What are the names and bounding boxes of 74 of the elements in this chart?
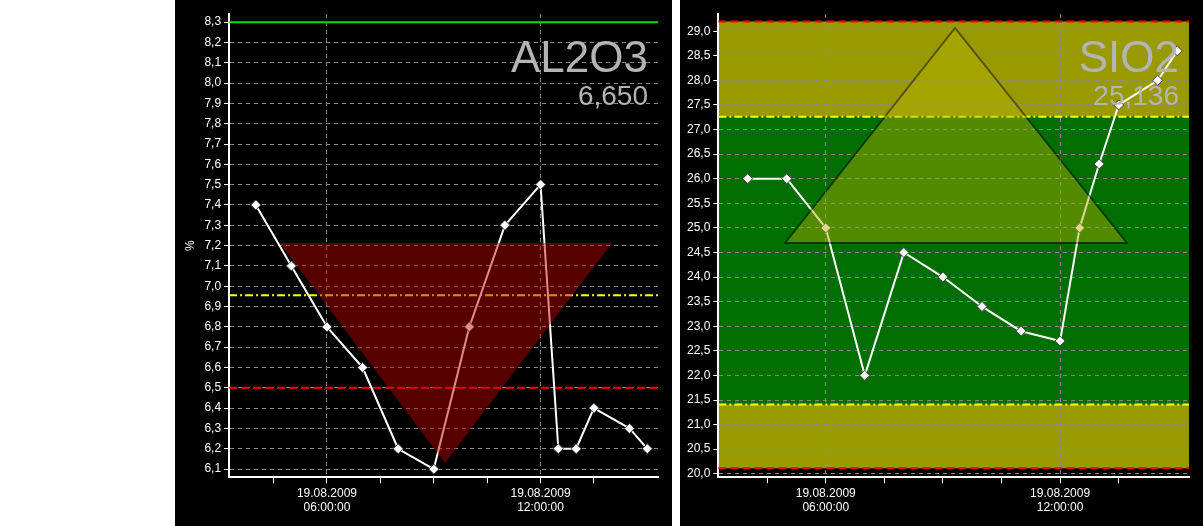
point (1015, 325, 1027, 337)
y-tick-label: 6,7 (204, 339, 222, 354)
point (1074, 222, 1086, 234)
y-tick-label: 28,0 (687, 72, 711, 87)
annotation: 6,650 (577, 80, 648, 111)
y-tick-label: 27,0 (687, 121, 711, 136)
y-tick-label: 6,1 (204, 461, 222, 476)
point (859, 369, 871, 381)
y-tick-label: 23,5 (687, 293, 711, 308)
point (820, 222, 832, 234)
y-axis-title: % (182, 239, 197, 251)
y-tick-label: 7,0 (204, 278, 222, 293)
y-tick-label: 6,8 (204, 319, 222, 334)
y-tick-label: 25,0 (687, 220, 711, 235)
x-tick-label: 19.08.2009 06:00:00 (795, 485, 857, 515)
y-tick-label: 7,5 (204, 176, 222, 191)
y-tick-label: 6,3 (204, 420, 222, 435)
point (428, 463, 440, 475)
point (624, 422, 636, 434)
y-tick-label: 24,0 (687, 269, 711, 284)
point (641, 443, 653, 455)
y-tick-label: 6,2 (204, 441, 222, 456)
y-tick-label: 24,5 (687, 244, 711, 259)
x-tick-label: 19.08.2009 12:00:00 (1030, 485, 1091, 515)
y-tick-label: 25,5 (687, 195, 711, 210)
point (552, 443, 564, 455)
y-tick-label: 7,6 (204, 156, 222, 171)
y-tick-label: 6,4 (204, 400, 222, 415)
y-tick-label: 20,0 (687, 466, 711, 481)
point (570, 443, 582, 455)
y-tick-label: 7,4 (204, 197, 222, 212)
y-tick-label: 28,5 (687, 48, 711, 63)
y-tick-label: 7,8 (204, 116, 222, 131)
point (1093, 158, 1105, 170)
y-tick-label: 21,5 (687, 392, 711, 407)
x-tick-label: 19.08.2009 12:00:00 (510, 485, 571, 515)
y-tick-label: 26,0 (687, 171, 711, 186)
y-tick-label: 6,9 (204, 298, 222, 313)
point (392, 443, 404, 455)
y-tick-label: 22,5 (687, 343, 711, 358)
point (1054, 335, 1066, 347)
y-tick-label: 7,7 (204, 136, 222, 151)
y-tick-label: 6,6 (204, 359, 222, 374)
y-tick-label: 7,3 (204, 217, 222, 232)
y-tick-label: 20,5 (687, 441, 711, 456)
point (976, 301, 988, 313)
y-tick-label: 7,1 (204, 258, 222, 273)
point (250, 199, 262, 211)
y-tick-label: 23,0 (687, 318, 711, 333)
point (742, 173, 754, 185)
point (898, 246, 910, 258)
point (937, 271, 949, 283)
y-tick-label: 26,5 (687, 146, 711, 161)
point (588, 402, 600, 414)
y-tick-label: 8,1 (204, 55, 222, 70)
y-tick-label: 27,5 (687, 97, 711, 112)
annotation: AL2O3 (511, 32, 648, 81)
point (357, 362, 369, 373)
y-tick-label: 7,2 (204, 237, 222, 252)
y-tick-label: 22,0 (687, 367, 711, 382)
point (285, 260, 297, 272)
point (781, 173, 793, 185)
point (321, 321, 333, 333)
point (463, 321, 475, 333)
y-tick-label: 8,3 (204, 14, 222, 29)
y-tick-label: 8,2 (204, 34, 222, 49)
y-tick-label: 6,5 (204, 380, 222, 395)
y-tick-label: 7,9 (204, 95, 222, 110)
point (499, 219, 511, 231)
y-tick-label: 8,0 (204, 75, 222, 90)
y-tick-label: 29,0 (687, 23, 711, 38)
y-tick-label: 21,0 (687, 416, 711, 431)
point (535, 179, 547, 191)
x-tick-label: 19.08.2009 06:00:00 (296, 485, 358, 515)
